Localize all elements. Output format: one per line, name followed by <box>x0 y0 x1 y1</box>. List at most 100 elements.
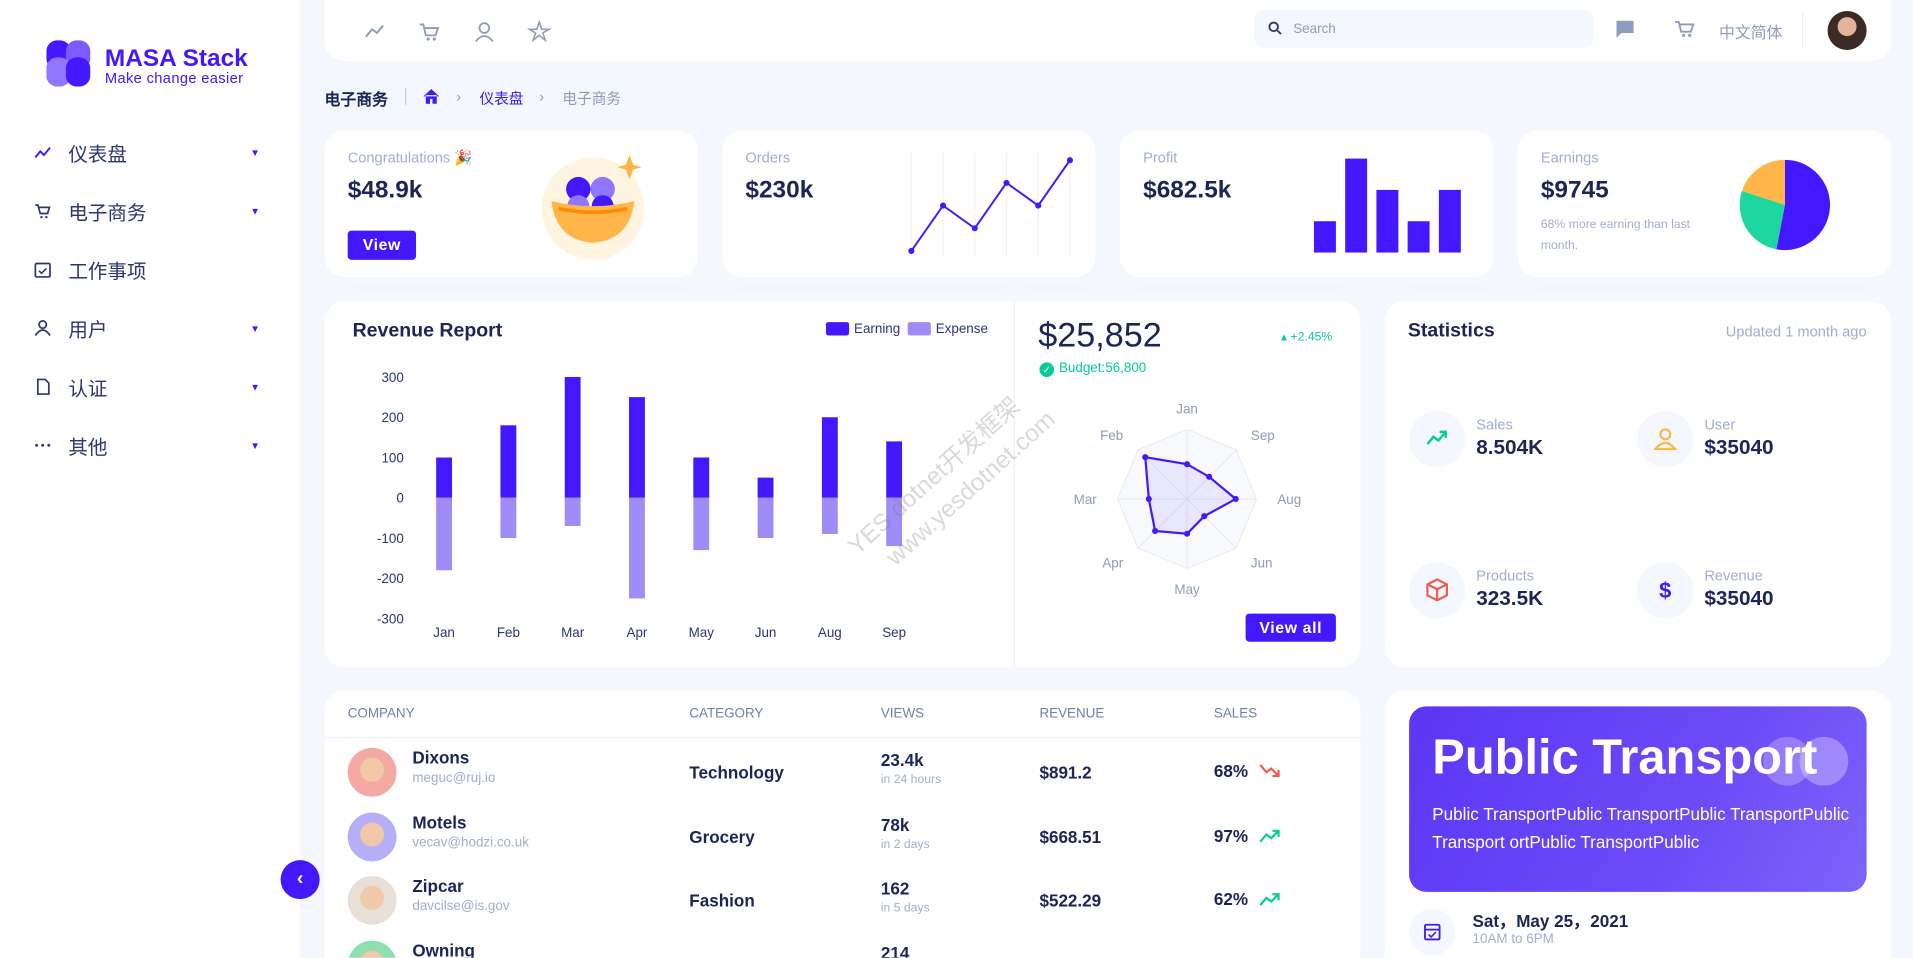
logo-subtitle: Make change easier <box>104 69 244 87</box>
promo-card: Public Transport Public TransportPublic … <box>1384 690 1891 958</box>
table-header: COMPANY <box>347 706 415 722</box>
top-right-icons[interactable] <box>1615 20 1700 42</box>
views: 162 <box>880 878 910 898</box>
company-email: meguc@ruj.io <box>412 771 496 786</box>
card-value: $9745 <box>1540 176 1609 204</box>
card-label: Congratulations 🎉 <box>347 148 473 166</box>
stat-value: 323.5K <box>1476 586 1544 610</box>
nav-item[interactable]: 电子商务 ▼ <box>34 196 260 225</box>
avatar <box>347 811 397 861</box>
avatar <box>347 875 397 925</box>
nav-item[interactable]: 其他 ▼ <box>34 431 260 460</box>
stat-label: Revenue <box>1704 567 1763 585</box>
nav-item[interactable]: 仪表盘 ▼ <box>34 138 260 167</box>
stat-value: 8.504K <box>1476 435 1544 459</box>
trend-icon <box>1259 827 1281 844</box>
budget-change: ▴ +2.45% <box>1281 330 1333 345</box>
card-value: $682.5k <box>1143 176 1232 204</box>
category: Technology <box>689 762 784 783</box>
table-header: SALES <box>1213 706 1258 722</box>
header-divider <box>324 736 1361 739</box>
table-header: VIEWS <box>880 706 925 722</box>
views-period: in 24 hours <box>880 773 942 787</box>
stat-label: User <box>1704 416 1736 434</box>
stat-icon <box>1409 562 1466 619</box>
breadcrumb-item[interactable]: 仪表盘 <box>479 90 524 108</box>
views: 23.4k <box>880 750 924 770</box>
date-icon <box>1409 908 1456 956</box>
card-label: Earnings <box>1540 148 1599 166</box>
stat-label: Sales <box>1476 416 1513 434</box>
revenue-title: Revenue Report <box>352 320 503 342</box>
sales: 68% <box>1213 761 1249 781</box>
statistics-title: Statistics <box>1407 320 1495 342</box>
company-name: Dixons <box>412 747 470 768</box>
nav-item[interactable]: 工作事项 <box>34 255 260 284</box>
orders-card: Orders $230k <box>722 130 1096 277</box>
logo-icon <box>46 40 91 87</box>
topbar: Search 中文简体 <box>324 0 1891 61</box>
sidebar: MASA Stack Make change easier 仪表盘 ▼ 电子商务 ▼ 工… <box>0 0 301 958</box>
search-box[interactable]: Search <box>1254 9 1594 48</box>
revenue-card: Revenue Report $25,852 ▴ +2.45% ✓ Budget… <box>324 301 1361 668</box>
sales: 97% <box>1213 825 1249 845</box>
views: 214 <box>880 942 910 958</box>
trend-icon <box>1259 763 1281 780</box>
trend-icon <box>1259 891 1281 908</box>
company-name: Owning <box>412 940 475 958</box>
congrats-card: Congratulations 🎉 $48.9k View <box>324 130 698 277</box>
nav-label: 其他 <box>68 437 108 459</box>
table-header: REVENUE <box>1039 706 1105 722</box>
card-label: Profit <box>1143 148 1178 166</box>
nav-label: 工作事项 <box>68 262 147 284</box>
nav-item[interactable]: 认证 ▼ <box>34 372 260 401</box>
svg-text:$: $ <box>1659 578 1671 603</box>
breadcrumb-title: 电子商务 <box>324 90 388 109</box>
table-header: CATEGORY <box>689 706 764 722</box>
breadcrumb-item: 电子商务 <box>562 90 621 108</box>
nav-label: 用户 <box>68 320 108 342</box>
stat-icon: $ <box>1637 562 1694 619</box>
stat-label: Products <box>1476 567 1534 585</box>
budget-change-value: +2.45% <box>1290 330 1333 345</box>
avatar <box>347 747 397 797</box>
revenue: $522.29 <box>1039 890 1102 911</box>
nav-label: 仪表盘 <box>68 145 127 166</box>
card-value: $230k <box>745 176 814 204</box>
trophy-illustration <box>541 154 645 260</box>
promo-time: 10AM to 6PM <box>1472 932 1554 947</box>
promo-title: Public Transport <box>1432 730 1818 785</box>
card-value: $48.9k <box>347 176 423 204</box>
card-note: 68% more earning than last month. <box>1540 218 1691 253</box>
category: Fashion <box>689 890 755 911</box>
company-table: COMPANY CATEGORY VIEWS REVENUE SALES Dixons me… <box>324 690 1361 958</box>
earnings-card: Earnings $9745 68% more earning than las… <box>1517 130 1891 277</box>
budget-label: Budget:56,800 <box>1058 361 1147 376</box>
category: Grocery <box>689 826 755 847</box>
stat-icon <box>1637 411 1694 468</box>
logo-title: MASA Stack <box>104 45 248 72</box>
company-email: vecav@hodzi.co.uk <box>412 835 529 850</box>
top-icons[interactable] <box>361 18 568 45</box>
stat-value: $35040 <box>1704 435 1774 459</box>
view-all-button[interactable]: View all <box>1245 613 1336 642</box>
avatar <box>347 940 397 958</box>
collapse-button[interactable]: ‹ <box>280 860 320 900</box>
language[interactable]: 中文简体 <box>1718 23 1783 42</box>
promo-text: Public TransportPublic TransportPublic T… <box>1432 803 1850 852</box>
nav-label: 电子商务 <box>68 203 147 225</box>
company-email: davcilse@is.gov <box>412 899 510 914</box>
view-button[interactable]: View <box>347 230 417 260</box>
profit-card: Profit $682.5k <box>1119 130 1494 277</box>
budget-value: $25,852 <box>1038 315 1162 354</box>
views: 78k <box>880 814 910 834</box>
statistics-updated: Updated 1 month ago <box>1725 323 1867 341</box>
statistics-card: Statistics Updated 1 month ago Sales 8.50… <box>1384 301 1891 668</box>
nav-item[interactable]: 用户 ▼ <box>34 314 260 343</box>
avatar[interactable] <box>1827 10 1867 51</box>
views-period: in 5 days <box>880 901 930 915</box>
promo-date: Sat，May 25，2021 <box>1472 911 1629 931</box>
stat-icon <box>1409 411 1466 468</box>
search-placeholder: Search <box>1293 21 1336 37</box>
